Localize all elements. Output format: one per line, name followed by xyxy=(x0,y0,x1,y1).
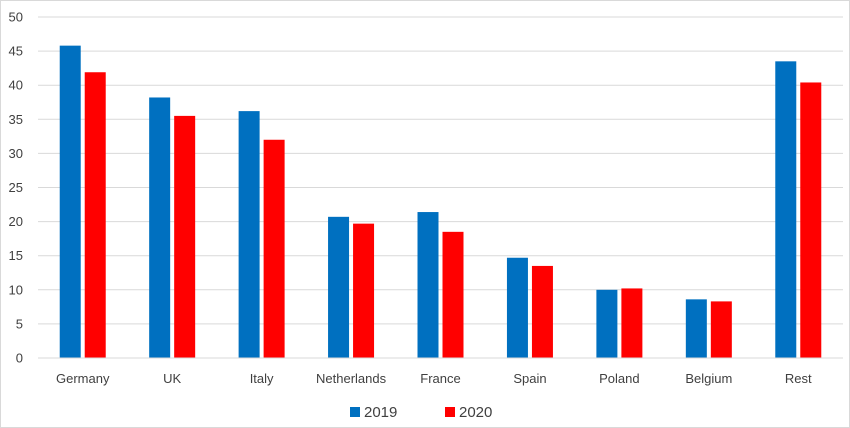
bar-2020-germany xyxy=(84,72,106,358)
bar-2020-uk xyxy=(174,115,196,358)
y-tick-label: 30 xyxy=(9,146,23,161)
bars xyxy=(59,45,822,359)
y-tick-label: 5 xyxy=(16,316,23,331)
legend: 2019 2020 xyxy=(350,404,492,421)
x-tick-label: Italy xyxy=(250,371,274,386)
x-tick-label: Belgium xyxy=(685,371,732,386)
x-tick-label: Germany xyxy=(56,371,110,386)
y-tick-label: 35 xyxy=(9,112,23,127)
y-tick-label: 10 xyxy=(9,282,23,297)
bar-2020-italy xyxy=(263,139,285,358)
bar-2019-belgium xyxy=(685,299,707,358)
x-tick-label: Netherlands xyxy=(316,371,387,386)
y-tick-label: 50 xyxy=(9,10,23,25)
y-tick-label: 0 xyxy=(16,351,23,366)
y-tick-label: 40 xyxy=(9,78,23,93)
bar-2020-france xyxy=(442,231,464,358)
x-tick-label: Spain xyxy=(513,371,546,386)
bar-2019-uk xyxy=(149,97,171,358)
y-tick-label: 15 xyxy=(9,248,23,263)
bar-2019-poland xyxy=(596,289,618,358)
x-tick-label: Poland xyxy=(599,371,639,386)
legend-swatch xyxy=(350,407,360,417)
y-tick-label: 20 xyxy=(9,214,23,229)
x-tick-label: Rest xyxy=(785,371,812,386)
y-tick-label: 25 xyxy=(9,180,23,195)
bar-2019-rest xyxy=(775,61,797,359)
bar-2020-belgium xyxy=(710,301,732,358)
bar-2019-germany xyxy=(59,45,81,358)
legend-swatch xyxy=(445,407,455,417)
legend-label: 2020 xyxy=(459,404,492,421)
y-tick-label: 45 xyxy=(9,44,23,59)
bar-2020-poland xyxy=(621,288,643,358)
x-tick-label: UK xyxy=(163,371,181,386)
bar-2020-spain xyxy=(531,265,553,358)
bar-2020-rest xyxy=(800,82,822,359)
x-axis-labels: Germany UK Italy Netherlands France Spain Pola… xyxy=(56,371,812,386)
x-tick-label: France xyxy=(420,371,460,386)
bar-2019-spain xyxy=(506,257,528,358)
bar-2020-netherlands xyxy=(353,223,375,358)
bar-2019-france xyxy=(417,212,439,358)
gridlines xyxy=(38,16,843,325)
y-axis-ticks: 0 5 10 15 20 25 30 35 40 45 50 xyxy=(9,10,23,366)
bar-2019-netherlands xyxy=(328,216,350,358)
legend-label: 2019 xyxy=(364,404,397,421)
bar-2019-italy xyxy=(238,111,260,358)
